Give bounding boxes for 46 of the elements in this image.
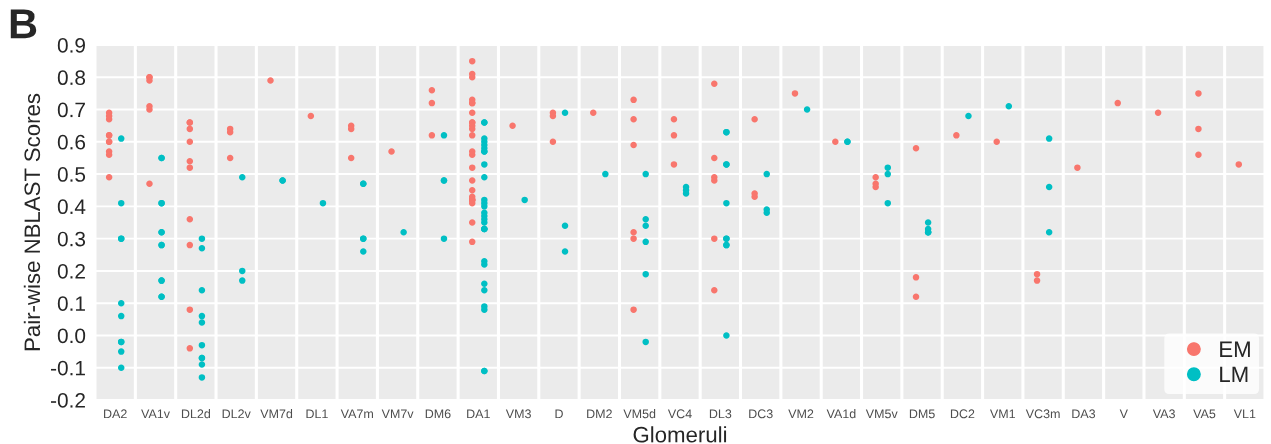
- y-tick-label: -0.2: [51, 393, 85, 408]
- x-tick-label: VC4: [667, 409, 692, 419]
- x-tick-label: VM3: [505, 409, 531, 419]
- x-tick-label: V: [1119, 409, 1128, 419]
- x-axis-title: Glomeruli: [633, 426, 727, 443]
- y-tick-label: 0.3: [57, 231, 86, 247]
- x-tick-label: VA1d: [826, 409, 856, 419]
- y-tick-label: 0.5: [57, 167, 86, 182]
- y-tick-label: 0.7: [57, 102, 85, 118]
- x-tick-label: VA7m: [340, 409, 373, 419]
- x-tick-label: VA1v: [141, 409, 170, 419]
- x-tick-label: DA3: [1072, 409, 1096, 419]
- y-tick-label: 0.2: [57, 263, 85, 279]
- x-tick-label: DM6: [425, 409, 451, 419]
- x-tick-label: VM5d: [623, 409, 656, 419]
- x-tick-label: VM7v: [381, 409, 414, 419]
- y-axis-title: Pair-wise NBLAST Scores: [23, 93, 41, 351]
- x-tick-label: VA5: [1193, 409, 1216, 419]
- x-tick-label: DL1: [306, 409, 328, 419]
- x-tick-label: DM2: [587, 409, 612, 419]
- x-tick-label: DM5: [909, 409, 935, 419]
- x-tick-label: DA2: [104, 409, 127, 419]
- legend-label: LM: [1220, 366, 1248, 383]
- x-tick-label: VA3: [1152, 409, 1175, 419]
- x-tick-label: VC3m: [1025, 409, 1060, 419]
- x-tick-label: DC2: [950, 409, 975, 419]
- x-tick-label: VM5v: [865, 409, 898, 419]
- y-tick-label: 0.6: [57, 134, 86, 150]
- x-tick-label: DC3: [749, 409, 773, 419]
- y-tick-label: 0.0: [57, 328, 86, 344]
- text: B: [10, 9, 37, 39]
- y-tick-label: 0.9: [57, 38, 85, 53]
- y-tick-label: 0.1: [57, 296, 85, 311]
- x-tick-label: VL1: [1233, 409, 1256, 419]
- x-tick-label: DL3: [709, 409, 732, 419]
- x-tick-label: DA1: [467, 409, 490, 419]
- x-tick-label: DL2d: [181, 409, 210, 419]
- x-tick-label: VM1: [989, 409, 1015, 419]
- y-tick-label: 0.8: [57, 70, 86, 86]
- y-tick-label: -0.1: [51, 360, 85, 376]
- y-tick-label: 0.4: [57, 199, 86, 215]
- x-tick-label: VM2: [788, 409, 814, 419]
- x-tick-label: D: [555, 409, 563, 419]
- legend-label: EM: [1220, 341, 1250, 357]
- x-tick-label: VM7d: [260, 409, 293, 419]
- x-tick-label: DL2v: [222, 409, 251, 419]
